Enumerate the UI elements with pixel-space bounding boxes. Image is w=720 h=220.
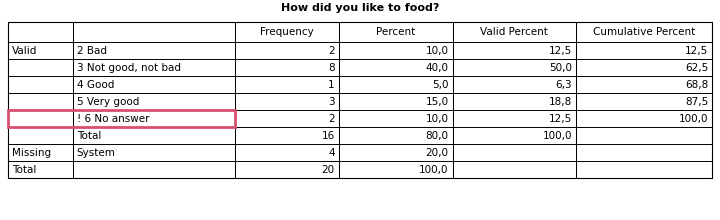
Text: 10,0: 10,0 (426, 114, 449, 123)
Bar (235, 42, 338, 59)
Text: 5,0: 5,0 (432, 79, 449, 90)
Text: Frequency: Frequency (260, 27, 314, 37)
Text: Total: Total (77, 130, 102, 141)
Text: 8: 8 (328, 62, 335, 73)
Bar (8, 93, 73, 110)
Text: 16: 16 (321, 130, 335, 141)
Text: 2: 2 (328, 114, 335, 123)
Text: 40,0: 40,0 (426, 62, 449, 73)
Bar (8, 59, 73, 76)
Text: 5 Very good: 5 Very good (77, 97, 139, 106)
Bar (338, 42, 453, 59)
Bar (576, 161, 712, 178)
Text: 87,5: 87,5 (685, 97, 708, 106)
Bar (8, 144, 73, 161)
Text: 10,0: 10,0 (426, 46, 449, 55)
Text: 12,5: 12,5 (549, 114, 572, 123)
Bar (576, 93, 712, 110)
Bar (235, 161, 338, 178)
Text: Missing: Missing (12, 147, 51, 158)
Bar (235, 59, 338, 76)
Bar (453, 161, 576, 178)
Bar (8, 42, 73, 59)
Bar (338, 144, 453, 161)
Bar (8, 127, 73, 144)
Bar (453, 22, 576, 42)
Text: 3: 3 (328, 97, 335, 106)
Bar (73, 93, 235, 110)
Bar (73, 76, 235, 93)
Bar (338, 127, 453, 144)
Text: System: System (77, 147, 116, 158)
Bar (453, 59, 576, 76)
Bar (338, 59, 453, 76)
Bar (338, 110, 453, 127)
Text: 100,0: 100,0 (678, 114, 708, 123)
Bar (235, 144, 338, 161)
Text: 68,8: 68,8 (685, 79, 708, 90)
Bar (8, 76, 73, 93)
Bar (338, 93, 453, 110)
Text: 62,5: 62,5 (685, 62, 708, 73)
Text: Cumulative Percent: Cumulative Percent (593, 27, 695, 37)
Bar (453, 144, 576, 161)
Bar (453, 42, 576, 59)
Text: 4: 4 (328, 147, 335, 158)
Bar (73, 59, 235, 76)
Bar (576, 22, 712, 42)
Bar (8, 22, 712, 178)
Text: 20: 20 (322, 165, 335, 174)
Bar (338, 76, 453, 93)
Bar (235, 127, 338, 144)
Text: Valid: Valid (12, 46, 37, 55)
Text: ! 6 No answer: ! 6 No answer (77, 114, 149, 123)
Text: 2 Bad: 2 Bad (77, 46, 107, 55)
Bar (453, 127, 576, 144)
Bar (576, 144, 712, 161)
Text: 6,3: 6,3 (555, 79, 572, 90)
Bar (235, 110, 338, 127)
Bar (576, 76, 712, 93)
Bar (338, 161, 453, 178)
Bar (235, 22, 338, 42)
Bar (453, 110, 576, 127)
Text: 100,0: 100,0 (542, 130, 572, 141)
Text: Valid Percent: Valid Percent (480, 27, 548, 37)
Bar (235, 76, 338, 93)
Bar (8, 110, 235, 127)
Bar (576, 59, 712, 76)
Text: Percent: Percent (376, 27, 415, 37)
Bar (73, 42, 235, 59)
Bar (8, 22, 73, 42)
Bar (8, 161, 73, 178)
Text: Total: Total (12, 165, 37, 174)
Bar (576, 127, 712, 144)
Bar (235, 93, 338, 110)
Text: 4 Good: 4 Good (77, 79, 114, 90)
Bar (453, 93, 576, 110)
Text: 80,0: 80,0 (426, 130, 449, 141)
Text: 3 Not good, not bad: 3 Not good, not bad (77, 62, 181, 73)
Bar (73, 144, 235, 161)
Text: 12,5: 12,5 (549, 46, 572, 55)
Bar (8, 110, 73, 127)
Bar (338, 22, 453, 42)
Text: 50,0: 50,0 (549, 62, 572, 73)
Text: 15,0: 15,0 (426, 97, 449, 106)
Text: 100,0: 100,0 (419, 165, 449, 174)
Bar (73, 110, 235, 127)
Text: 2: 2 (328, 46, 335, 55)
Text: 18,8: 18,8 (549, 97, 572, 106)
Bar (576, 110, 712, 127)
Bar (73, 161, 235, 178)
Bar (73, 22, 235, 42)
Text: 12,5: 12,5 (685, 46, 708, 55)
Text: 1: 1 (328, 79, 335, 90)
Bar (73, 127, 235, 144)
Text: How did you like to food?: How did you like to food? (281, 3, 439, 13)
Text: 20,0: 20,0 (426, 147, 449, 158)
Bar (576, 42, 712, 59)
Bar (453, 76, 576, 93)
